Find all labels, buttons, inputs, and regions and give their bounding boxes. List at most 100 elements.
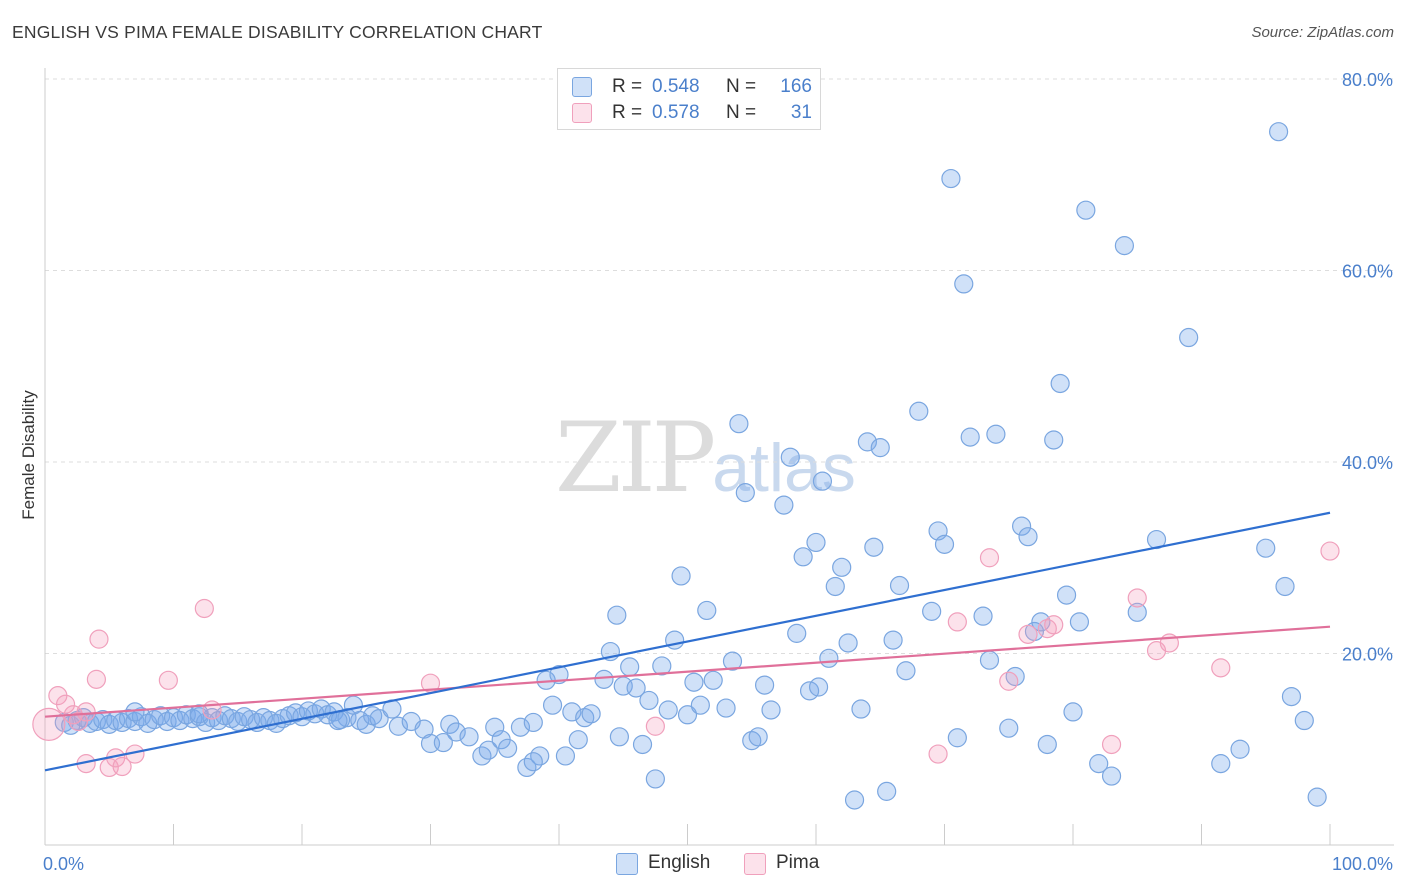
english-points <box>54 122 1327 810</box>
chart-title: ENGLISH VS PIMA FEMALE DISABILITY CORREL… <box>12 22 543 42</box>
english-point <box>979 650 1000 670</box>
english-point <box>838 633 858 653</box>
english-point <box>934 534 955 554</box>
english-point <box>1076 200 1096 220</box>
pima-point <box>76 702 96 722</box>
english-point <box>446 722 466 742</box>
english-point <box>671 566 691 586</box>
pima-point <box>68 711 89 732</box>
english-point <box>652 656 672 676</box>
english-point <box>793 547 813 567</box>
english-point <box>555 746 576 766</box>
pima-point <box>1101 734 1122 755</box>
english-point <box>1018 527 1038 547</box>
english-point <box>808 677 829 697</box>
english-point <box>1268 122 1289 142</box>
english-point <box>369 709 389 729</box>
pima-point <box>1320 541 1340 561</box>
english-point <box>1275 576 1295 597</box>
english-point <box>459 727 479 747</box>
english-point <box>594 669 614 689</box>
tick-labels: 20.0% 40.0% 60.0% 80.0% 0.0% 100.0% <box>43 70 1393 874</box>
pima-point <box>55 694 76 714</box>
english-n-value: 166 <box>780 76 812 97</box>
english-point <box>716 698 736 718</box>
english-point <box>973 606 993 626</box>
english-point <box>941 168 961 189</box>
english-point <box>542 695 563 715</box>
english-point <box>851 699 871 719</box>
english-r-value: 0.548 <box>652 76 700 97</box>
english-point <box>626 678 646 698</box>
english-point <box>1037 734 1057 755</box>
english-point <box>639 690 659 711</box>
english-point <box>1089 754 1109 774</box>
trend-lines <box>44 511 1331 772</box>
english-point <box>1069 612 1090 632</box>
english-point <box>729 414 749 434</box>
english-point <box>864 537 884 557</box>
english-point <box>690 695 710 715</box>
n-label: N = <box>726 76 757 97</box>
pima-point <box>1018 624 1038 644</box>
pima-point <box>947 612 967 632</box>
pima-point <box>645 716 665 736</box>
english-point <box>568 730 588 750</box>
english-point <box>485 717 505 737</box>
pima-point <box>32 707 66 741</box>
n-label: N = <box>726 102 757 123</box>
english-point <box>510 717 531 737</box>
english-point <box>498 738 518 758</box>
y-tick-label: 60.0% <box>1342 262 1393 282</box>
english-point <box>1256 538 1276 558</box>
english-point <box>787 623 807 643</box>
english-point <box>986 424 1006 444</box>
pima-point <box>89 629 109 649</box>
english-point <box>999 718 1019 738</box>
gridlines <box>45 78 1394 654</box>
english-trend-line <box>44 511 1331 772</box>
english-point <box>684 672 704 692</box>
english-point <box>922 601 942 621</box>
pima-point <box>1044 615 1064 635</box>
r-label: R = <box>612 102 643 123</box>
pima-point <box>86 669 107 689</box>
pima-r-value: 0.578 <box>652 102 700 123</box>
english-point <box>1127 602 1147 622</box>
english-point <box>677 705 698 725</box>
y-axis-label: Female Disability <box>19 390 38 520</box>
x-tick-label-min: 0.0% <box>43 854 84 874</box>
english-point <box>883 630 903 650</box>
y-tick-label: 20.0% <box>1342 645 1393 665</box>
y-tick-label: 80.0% <box>1342 70 1393 90</box>
english-point <box>806 532 826 553</box>
english-point <box>1230 739 1250 759</box>
english-point <box>832 557 852 577</box>
pima-swatch <box>572 103 592 123</box>
english-point <box>607 605 627 625</box>
english-point <box>722 651 743 671</box>
axes <box>44 68 1394 846</box>
english-point <box>703 670 723 690</box>
pima-point <box>928 744 948 764</box>
english-point <box>1101 766 1122 786</box>
pima-point <box>158 670 178 690</box>
english-point <box>609 727 629 747</box>
english-point <box>658 700 678 720</box>
english-point <box>697 600 717 621</box>
english-point <box>780 447 800 467</box>
english-point <box>1044 430 1064 450</box>
english-point <box>632 734 653 755</box>
english-point <box>825 576 845 597</box>
english-point <box>388 716 408 736</box>
english-point <box>954 274 974 294</box>
pima-legend-label: Pima <box>776 852 820 873</box>
english-point <box>877 781 897 801</box>
english-point <box>844 790 865 810</box>
english-point <box>819 648 839 668</box>
english-point <box>748 727 768 747</box>
english-point <box>645 769 665 789</box>
english-point <box>1011 516 1032 536</box>
pima-point <box>112 756 132 777</box>
english-point <box>440 714 460 734</box>
